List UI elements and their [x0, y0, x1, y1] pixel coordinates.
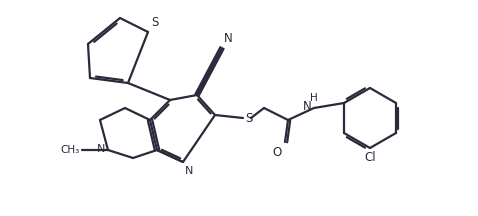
Text: H: H — [310, 93, 318, 103]
Text: CH₃: CH₃ — [61, 145, 80, 155]
Text: N: N — [185, 166, 194, 176]
Text: N: N — [224, 32, 233, 45]
Text: O: O — [273, 146, 282, 159]
Text: S: S — [151, 16, 158, 29]
Text: N: N — [303, 100, 312, 113]
Text: N: N — [97, 144, 105, 154]
Text: Cl: Cl — [364, 151, 376, 164]
Text: S: S — [245, 111, 252, 124]
